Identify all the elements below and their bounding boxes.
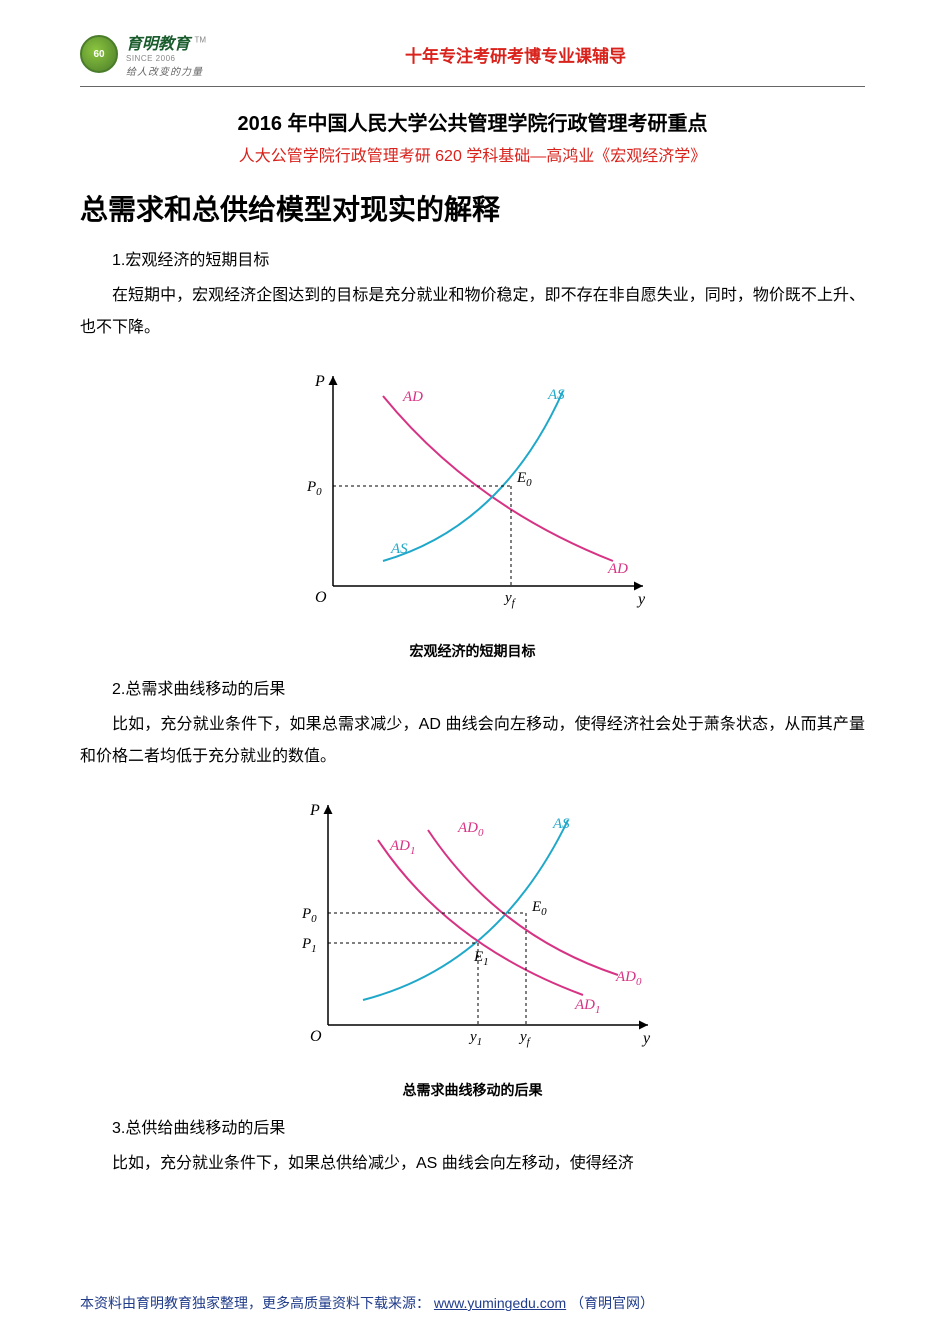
footer-suffix: （育明官网） xyxy=(570,1295,654,1311)
svg-text:AD0: AD0 xyxy=(457,820,484,839)
svg-text:y: y xyxy=(641,1030,651,1047)
subtitle-red: 人大公管学院行政管理考研 620 学科基础—高鸿业《宏观经济学》 xyxy=(80,142,865,166)
chart2-wrap: Py O AS AD0 AD0 AD1 AD1 E0 E1 P0 P1 y1 yf xyxy=(80,785,865,1070)
chart1-caption: 宏观经济的短期目标 xyxy=(80,641,865,661)
svg-text:y: y xyxy=(636,591,646,608)
svg-text:O: O xyxy=(310,1028,322,1045)
logo-block: 60 育明教育 TM SINCE 2006 给人改变的力量 xyxy=(80,30,206,78)
svg-text:AS: AS xyxy=(390,541,408,557)
svg-text:AD: AD xyxy=(607,561,628,577)
chart2-caption: 总需求曲线移动的后果 xyxy=(80,1080,865,1100)
svg-text:E0: E0 xyxy=(516,470,532,489)
svg-text:AS: AS xyxy=(547,387,565,403)
svg-text:E0: E0 xyxy=(531,899,547,918)
svg-text:y1: y1 xyxy=(468,1029,482,1048)
section3-para: 比如，充分就业条件下，如果总供给减少，AS 曲线会向左移动，使得经济 xyxy=(80,1148,865,1180)
main-title: 2016 年中国人民大学公共管理学院行政管理考研重点 xyxy=(80,107,865,136)
logo-brand: 育明教育 xyxy=(126,36,190,53)
svg-text:P: P xyxy=(309,802,320,819)
logo-icon: 60 xyxy=(80,35,118,73)
svg-text:yf: yf xyxy=(503,590,517,609)
section1-para: 在短期中，宏观经济企图达到的目标是充分就业和物价稳定，即不存在非自愿失业，同时，… xyxy=(80,280,865,344)
chart1-wrap: Py O AD AD AS AS E0 P0 yf xyxy=(80,356,865,631)
logo-text: 育明教育 TM SINCE 2006 给人改变的力量 xyxy=(126,30,206,78)
header-tagline: 十年专注考研考博专业课辅导 xyxy=(405,42,626,67)
footer-link[interactable]: www.yumingedu.com xyxy=(434,1295,566,1311)
svg-text:O: O xyxy=(315,589,327,606)
page-header: 60 育明教育 TM SINCE 2006 给人改变的力量 十年专注考研考博专业… xyxy=(80,30,865,87)
svg-text:AS: AS xyxy=(552,816,570,832)
section2-para: 比如，充分就业条件下，如果总需求减少，AD 曲线会向左移动，使得经济社会处于萧条… xyxy=(80,709,865,773)
footer: 本资料由育明教育独家整理，更多高质量资料下载来源： www.yumingedu.… xyxy=(80,1293,865,1313)
section2-label: 2.总需求曲线移动的后果 xyxy=(80,675,865,699)
chart2-svg: Py O AS AD0 AD0 AD1 AD1 E0 E1 P0 P1 y1 yf xyxy=(268,785,678,1065)
svg-text:AD: AD xyxy=(402,389,423,405)
logo-slogan: 给人改变的力量 xyxy=(126,63,206,78)
section3-label: 3.总供给曲线移动的后果 xyxy=(80,1114,865,1138)
logo-since: SINCE 2006 xyxy=(126,54,206,63)
svg-text:AD0: AD0 xyxy=(615,969,642,988)
svg-text:E1: E1 xyxy=(473,949,489,968)
svg-text:P0: P0 xyxy=(301,906,317,925)
section1-label: 1.宏观经济的短期目标 xyxy=(80,246,865,270)
svg-text:AD1: AD1 xyxy=(574,997,601,1016)
trademark-symbol: TM xyxy=(194,36,206,45)
svg-text:yf: yf xyxy=(518,1029,532,1048)
chart1-svg: Py O AD AD AS AS E0 P0 yf xyxy=(273,356,673,626)
svg-text:P1: P1 xyxy=(301,936,317,955)
svg-text:P0: P0 xyxy=(306,479,322,498)
footer-prefix: 本资料由育明教育独家整理，更多高质量资料下载来源： xyxy=(80,1295,430,1311)
svg-text:AD1: AD1 xyxy=(389,838,416,857)
svg-text:P: P xyxy=(314,373,325,390)
big-heading: 总需求和总供给模型对现实的解释 xyxy=(80,188,865,228)
